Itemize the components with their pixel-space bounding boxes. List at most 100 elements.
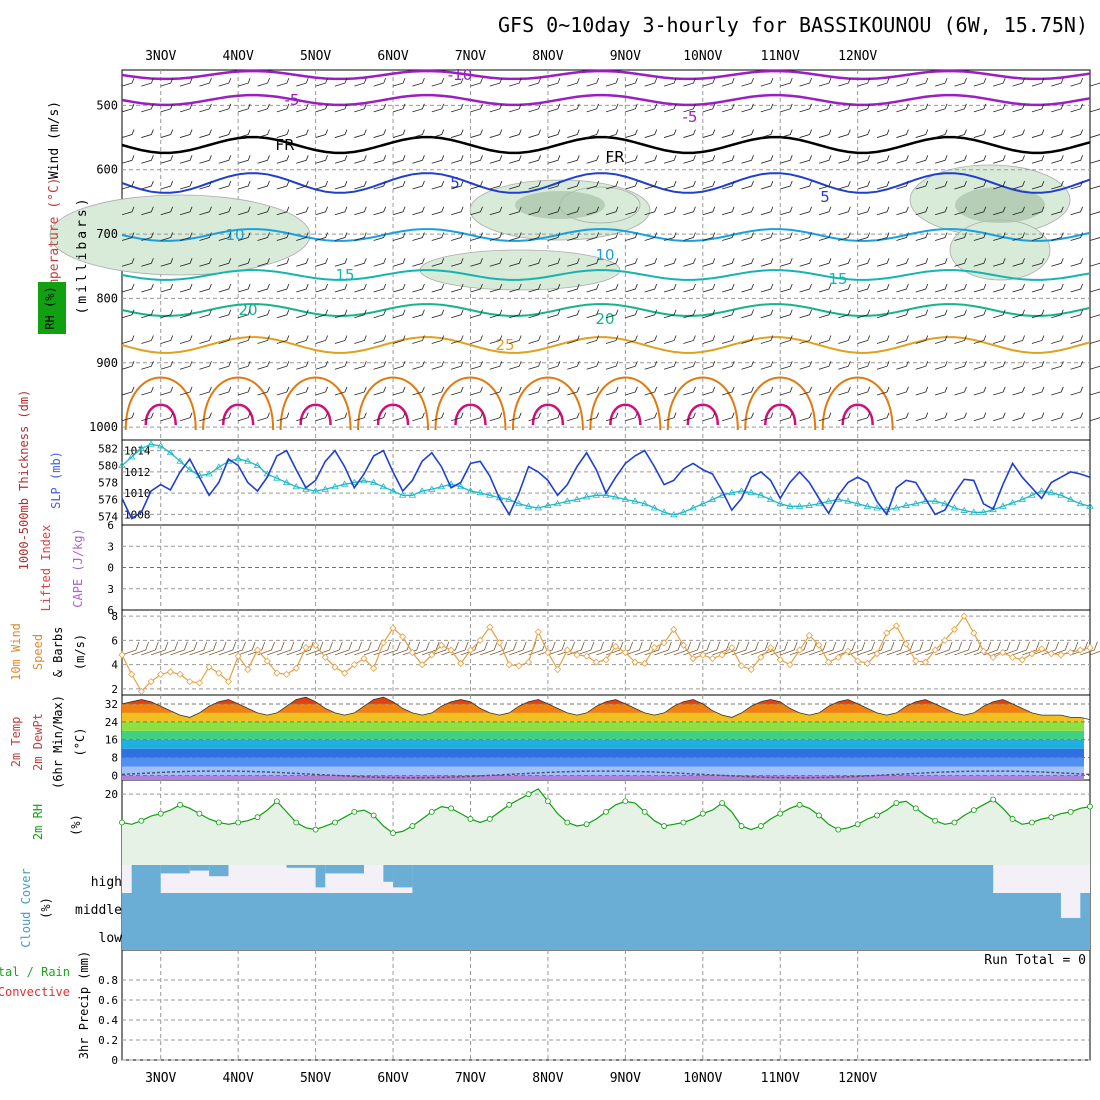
wind-barb — [141, 283, 154, 293]
wind10-point — [728, 644, 736, 652]
wind-barb — [431, 335, 445, 344]
wind-barb — [121, 309, 135, 319]
surface-isotherm — [357, 376, 430, 431]
wind-barb — [1031, 180, 1045, 190]
wind10-point — [670, 625, 678, 633]
cloud-high-segment — [325, 865, 364, 874]
wind-barb — [1070, 386, 1084, 396]
wind-barb — [160, 206, 174, 216]
wind-barb — [121, 103, 135, 113]
wind-barb — [993, 129, 1006, 138]
thickness-point — [989, 505, 997, 513]
wind-barb — [625, 180, 638, 190]
wind10-point — [747, 665, 755, 674]
wind-barb — [470, 386, 483, 396]
wind10-tick-2: 2 — [111, 683, 118, 696]
wind-barb — [470, 283, 483, 293]
top-date-5NOV: 5NOV — [300, 49, 331, 64]
wind-barb — [509, 309, 522, 319]
rh-point — [119, 819, 125, 826]
wind10-barb — [286, 641, 304, 656]
wind-barb — [179, 386, 193, 396]
wind10-label-b: Speed — [31, 634, 45, 670]
wind-barb — [160, 335, 174, 344]
upper-air-panel: 500 600 700 800 900 1000 -10 -5 FR 5 10 15 20 25 -5 FR 5… — [49, 66, 1100, 434]
wind-barb — [896, 180, 909, 190]
rh-point — [1048, 814, 1055, 821]
wind-barb — [838, 77, 851, 87]
wind-barb — [179, 283, 193, 293]
wind-barb — [586, 335, 600, 344]
wind-barb — [605, 335, 619, 344]
wind-barb — [644, 386, 658, 396]
wind10-barb — [576, 641, 595, 656]
wind-barb — [1051, 309, 1064, 319]
wind10-point — [292, 664, 300, 672]
isotherm-label: 5 — [820, 188, 830, 206]
wind-barb — [547, 386, 561, 396]
wind-barb — [993, 180, 1006, 190]
wind-barb — [547, 412, 561, 422]
wind-barb — [799, 258, 812, 267]
wind-barb — [276, 258, 290, 267]
wind-barb — [993, 103, 1006, 113]
wind-barb — [354, 335, 367, 344]
bottom-date-5NOV: 5NOV — [300, 1071, 331, 1086]
wind-barb — [838, 103, 851, 113]
rh-point — [874, 812, 880, 819]
bottom-date-9NOV: 9NOV — [610, 1071, 641, 1086]
wind-barb — [373, 309, 387, 319]
thickness-point — [350, 478, 359, 485]
wind-barb — [160, 155, 174, 164]
wind-barb — [257, 155, 270, 164]
wind-barb — [392, 361, 406, 370]
isotherm — [121, 172, 1091, 194]
rh2m-units: (%) — [69, 814, 83, 836]
cloud-high-segment — [209, 865, 229, 877]
thickness-point — [563, 497, 571, 504]
wind-barb — [121, 361, 135, 370]
wind10-point — [708, 655, 717, 663]
wind-barb — [818, 412, 832, 422]
wind-barb — [412, 232, 425, 241]
wind-barb — [857, 155, 871, 164]
wind-barb — [780, 258, 793, 267]
wind-barb — [334, 129, 348, 138]
wind-barb — [489, 258, 503, 267]
wind-barb — [954, 206, 967, 216]
wind10-barb — [489, 641, 508, 656]
wind-barb — [179, 206, 193, 216]
wind-barb — [1089, 416, 1100, 422]
thickness-point — [137, 444, 146, 451]
wind-barb — [179, 180, 193, 190]
wind-barb — [373, 180, 387, 190]
wind-barb — [373, 283, 387, 293]
cloud-cover-panel — [122, 865, 1090, 950]
wind10-point — [350, 661, 358, 669]
wind10-barb — [131, 641, 150, 656]
wind-barb — [121, 283, 135, 293]
run-total: Run Total = 0 — [984, 953, 1086, 968]
wind-barb — [257, 103, 270, 113]
wind-barb — [644, 232, 658, 241]
wind10-point — [950, 625, 959, 633]
precip-label-c: 3hr Precip (mm) — [77, 951, 91, 1059]
wind-barb — [896, 206, 909, 216]
wind-barb — [760, 206, 774, 216]
wind-barb — [431, 386, 445, 396]
rh-shade-dark — [515, 191, 605, 219]
wind-barb — [741, 361, 754, 370]
wind10-point — [1047, 650, 1055, 658]
thickness-point — [747, 488, 755, 496]
wind-barb — [199, 129, 212, 138]
wind-barb — [973, 129, 987, 138]
wind-barb — [199, 77, 212, 87]
wind-barb — [296, 283, 309, 293]
wind-barb — [818, 258, 832, 267]
wind-barb — [876, 335, 890, 344]
wind-barb — [141, 335, 154, 344]
wind10-barb — [383, 641, 401, 656]
precip-panel: 0.8 0.6 0.4 0.2 0 — [98, 974, 1090, 1067]
wind10-barb — [373, 641, 392, 656]
wind-barb — [683, 412, 696, 422]
